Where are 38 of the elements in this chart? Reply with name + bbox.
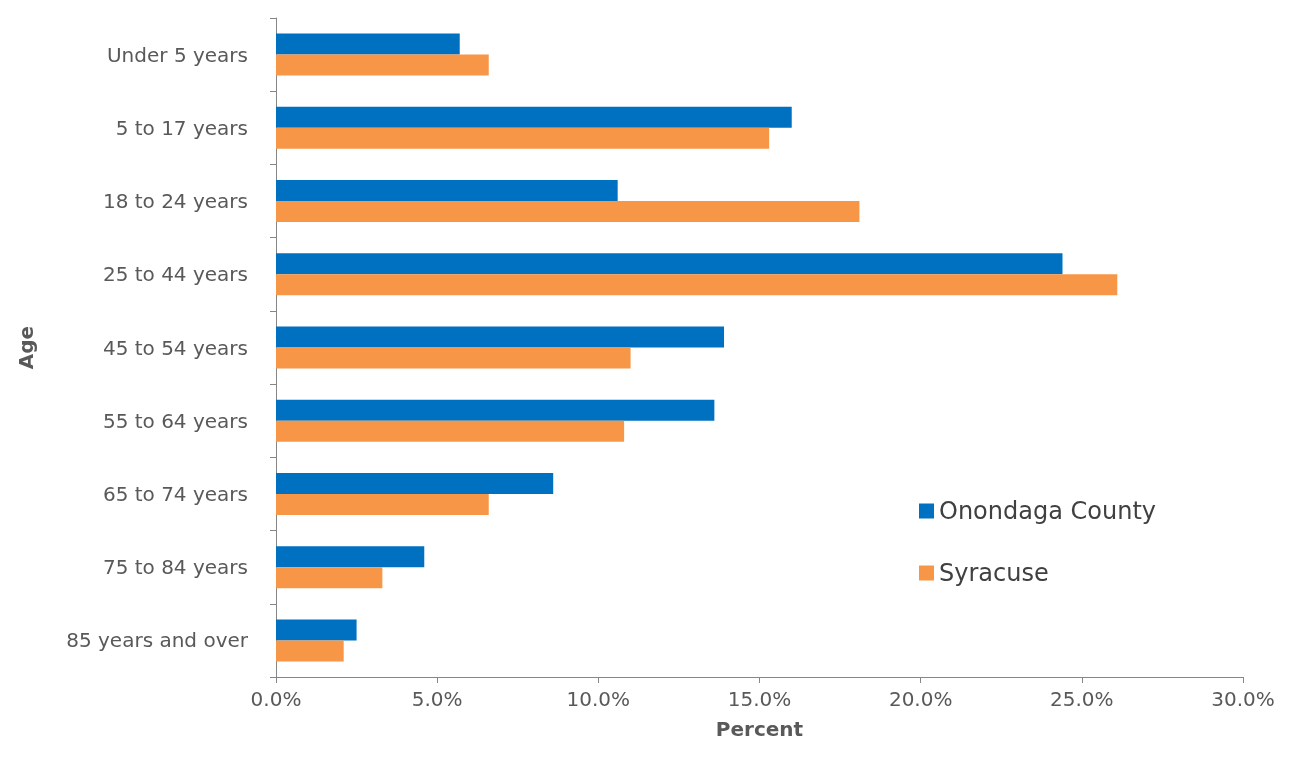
y-tick-label: 85 years and over — [66, 628, 249, 653]
x-tick-label: 0.0% — [250, 687, 302, 711]
x-tick-label: 5.0% — [411, 687, 463, 711]
legend-label: Syracuse — [939, 559, 1049, 587]
y-tick-label: 25 to 44 years — [102, 262, 248, 287]
bar — [276, 420, 625, 442]
bar — [276, 253, 1063, 275]
x-tick-label: 10.0% — [566, 687, 631, 711]
y-tick-label: 18 to 24 years — [102, 189, 248, 214]
bar — [276, 399, 715, 421]
x-tick-label: 25.0% — [1050, 687, 1114, 711]
bar — [276, 326, 725, 348]
bar — [276, 201, 860, 223]
y-tick-label: 75 to 84 years — [102, 555, 248, 580]
bar — [276, 33, 460, 55]
bar — [276, 347, 631, 369]
x-tick-label: 30.0% — [1211, 687, 1275, 711]
bar — [276, 640, 344, 662]
y-tick-label: 45 to 54 years — [102, 335, 248, 360]
bar — [276, 567, 383, 589]
bar — [276, 106, 792, 128]
y-axis-title: Age — [14, 325, 38, 370]
bar — [276, 546, 425, 568]
bar — [276, 472, 554, 494]
y-tick-label: 55 to 64 years — [102, 408, 248, 433]
bar — [276, 54, 489, 76]
y-tick-label: 5 to 17 years — [115, 115, 248, 140]
bar — [276, 274, 1118, 296]
x-tick-label: 15.0% — [727, 687, 792, 711]
bar — [276, 619, 357, 641]
x-axis-title: Percent — [715, 717, 804, 741]
bar — [276, 493, 489, 515]
x-tick-label: 20.0% — [888, 687, 953, 711]
legend-label: Onondaga County — [939, 497, 1156, 525]
bar — [276, 127, 770, 149]
y-tick-label: 65 to 74 years — [102, 481, 248, 506]
y-tick-label: Under 5 years — [106, 42, 248, 67]
bar — [276, 180, 618, 202]
